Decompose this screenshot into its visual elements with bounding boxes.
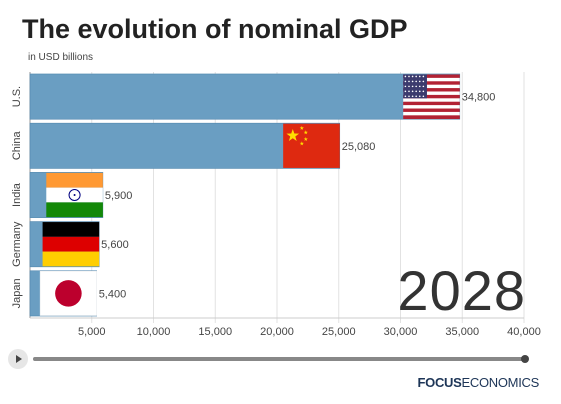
flag-star (415, 90, 417, 93)
flag-sun (55, 280, 82, 307)
flag-star (408, 90, 410, 93)
flag-star (408, 75, 410, 78)
x-tick-label: 15,000 (198, 326, 232, 338)
flag-star (422, 75, 425, 78)
flag-star (422, 90, 425, 93)
value-label: 34,800 (462, 92, 496, 104)
flag-star (299, 125, 304, 130)
flag-star (418, 75, 421, 78)
category-label: Germany (11, 221, 23, 267)
flag-stripe (42, 236, 100, 252)
flag-stripe (403, 105, 460, 109)
flag-star (418, 90, 421, 93)
x-tick-label: 5,000 (78, 326, 106, 338)
flag-field (283, 123, 340, 168)
chart-title: The evolution of nominal GDP (22, 14, 408, 44)
category-label: Japan (11, 278, 23, 308)
flag-stripe (403, 74, 460, 79)
flag-star (404, 75, 407, 78)
flag-stripe (42, 222, 100, 237)
flag-stripe (403, 101, 460, 106)
year-label: 2028 (397, 259, 526, 322)
flag-stripe (403, 77, 460, 82)
flag-stripe (403, 115, 460, 120)
flag-star (422, 95, 425, 98)
x-tick-label: 40,000 (507, 326, 541, 338)
flag-star (404, 80, 407, 83)
flag-star (411, 90, 414, 93)
flag-stripe (46, 202, 103, 218)
flag-star (411, 95, 414, 98)
flag-stripe (403, 84, 460, 89)
flag-star (303, 136, 308, 141)
flag-star (415, 85, 417, 88)
flag-stripe (403, 91, 460, 96)
timeline-slider[interactable] (33, 355, 529, 363)
flag-star (418, 85, 421, 88)
flag-chakra (68, 188, 81, 202)
flag-stripe (46, 172, 103, 188)
value-label: 5,900 (105, 190, 133, 202)
timeline-handle[interactable] (521, 355, 529, 363)
flag-stripe (403, 111, 460, 116)
flag-star (303, 130, 308, 135)
category-label: U.S. (11, 86, 23, 107)
india-flag-icon (46, 172, 103, 218)
flag-stripe (403, 94, 460, 99)
flag-star (418, 80, 421, 83)
flag-stripe (42, 251, 100, 267)
flag-star (408, 85, 410, 88)
flag-star (411, 75, 414, 78)
us-flag-icon (403, 74, 460, 120)
bars: 34,800 U.S. 25,080 China 5,900 India 5,600 Germ… (11, 73, 496, 317)
china-flag-icon (283, 123, 340, 168)
germany-flag-icon (42, 222, 100, 267)
x-tick-label: 10,000 (137, 326, 171, 338)
japan-flag-icon (39, 271, 97, 316)
flag-star (404, 95, 407, 98)
x-tick-label: 25,000 (322, 326, 356, 338)
flag-stripe (403, 81, 460, 85)
bar (29, 73, 461, 120)
flag-star (408, 80, 410, 83)
flag-chakra-hub (73, 194, 76, 196)
flag-star (408, 95, 410, 98)
flag-canton (403, 74, 427, 99)
play-button[interactable] (8, 349, 28, 369)
brand-logo: FOCUSECONOMICS (417, 375, 540, 390)
flag-star (411, 85, 414, 88)
flag-stripe (403, 108, 460, 113)
value-label: 5,600 (101, 239, 129, 251)
flag-star (422, 80, 425, 83)
chart-subtitle: in USD billions (28, 52, 94, 63)
flag-star (299, 141, 304, 146)
flag-star (404, 85, 407, 88)
flag-stripe (403, 98, 460, 103)
category-label: China (11, 131, 23, 161)
x-tick-label: 30,000 (384, 326, 418, 338)
x-tick-label: 20,000 (260, 326, 294, 338)
x-axis-ticks: 5,000 10,000 15,000 20,000 25,000 30,000 35,00… (78, 326, 541, 338)
flag-star (422, 85, 425, 88)
value-label: 5,400 (99, 288, 127, 300)
flag-star (418, 95, 421, 98)
flag-star (415, 80, 417, 83)
timeline-progress (33, 357, 525, 361)
flag-star (415, 75, 417, 78)
flag-star (286, 128, 300, 141)
timeline-player (8, 349, 529, 369)
flag-star (411, 80, 414, 83)
category-label: India (11, 182, 23, 207)
flag-star (404, 90, 407, 93)
flag-star (415, 95, 417, 98)
x-tick-label: 35,000 (445, 326, 479, 338)
flag-stripe (403, 88, 460, 92)
value-label: 25,080 (342, 141, 376, 153)
